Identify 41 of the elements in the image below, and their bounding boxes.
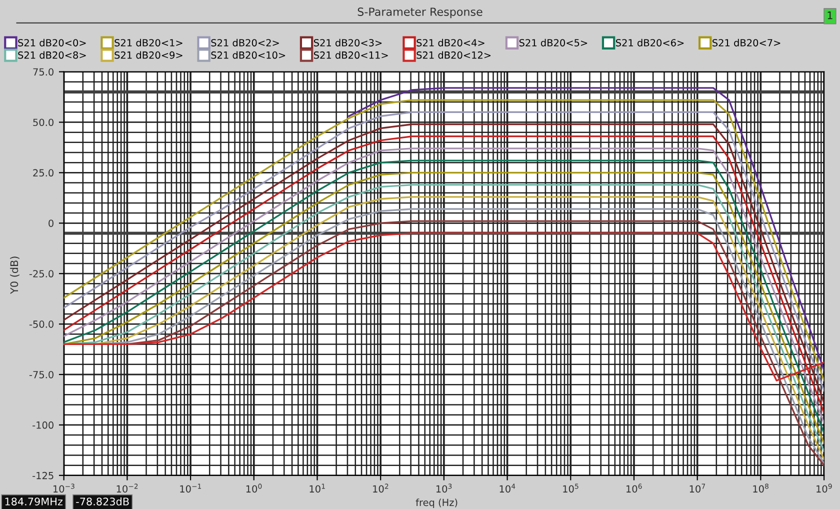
x-tick-label: 10$^{9}$ (816, 484, 832, 493)
legend-label: S21 dB20<7> (712, 38, 780, 46)
legend-label: S21 dB20<12> (416, 51, 491, 59)
legend-label: S21 dB20<2> (211, 38, 279, 46)
y-tick-label: -75.0 (29, 370, 54, 378)
text: 184.79MHz (5, 498, 62, 506)
y-tick-label: 75.0 (33, 68, 54, 76)
text: -78.823dB (76, 497, 129, 506)
legend-label: S21 dB20<10> (211, 51, 286, 59)
legend-label: S21 dB20<9> (114, 51, 182, 59)
y-tick-label: -50.0 (29, 320, 54, 328)
x-tick-label: 10$^{4}$ (500, 484, 516, 493)
y-tick-label: 50.0 (33, 118, 54, 126)
x-tick-label: 10$^{2}$ (373, 484, 388, 493)
x-tick-label: 10$^{5}$ (563, 484, 578, 493)
legend-label: S21 dB20<5> (519, 38, 588, 46)
x-tick-label: 10$^{−2}$ (116, 484, 138, 493)
x-tick-label: 10$^{−1}$ (180, 484, 201, 493)
y-tick-label: -100 (32, 421, 54, 429)
x-axis-title: freq (Hz) (416, 498, 458, 508)
text: 1 (828, 12, 832, 20)
x-tick-label: 10$^{7}$ (690, 484, 705, 493)
x-tick-label: 10$^{8}$ (753, 484, 768, 493)
x-tick-label: 10$^{6}$ (626, 484, 642, 493)
legend-label: S21 dB20<11> (314, 51, 388, 59)
legend-label: S21 dB20<3> (314, 38, 382, 46)
legend-label: S21 dB20<6> (616, 38, 684, 46)
x-tick-label: 10$^{1}$ (310, 484, 325, 493)
x-tick-label: 10$^{3}$ (436, 484, 452, 493)
y-axis-title: Y0 (dB) (10, 256, 20, 294)
legend-label: S21 dB20<1> (114, 38, 182, 46)
legend-label: S21 dB20<4> (416, 38, 484, 46)
x-tick-label: 10$^{−3}$ (53, 484, 74, 493)
legend-label: S21 dB20<8> (18, 51, 86, 59)
y-tick-label: -125 (32, 472, 54, 480)
legend-label: S21 dB20<0> (18, 38, 86, 46)
chart-title: S-Parameter Response (358, 8, 482, 18)
y-tick-label: 25.0 (33, 169, 54, 177)
x-tick-label: 10$^{0}$ (246, 484, 262, 493)
y-tick-label: 0 (48, 220, 54, 227)
y-tick-label: -25.0 (29, 270, 54, 278)
